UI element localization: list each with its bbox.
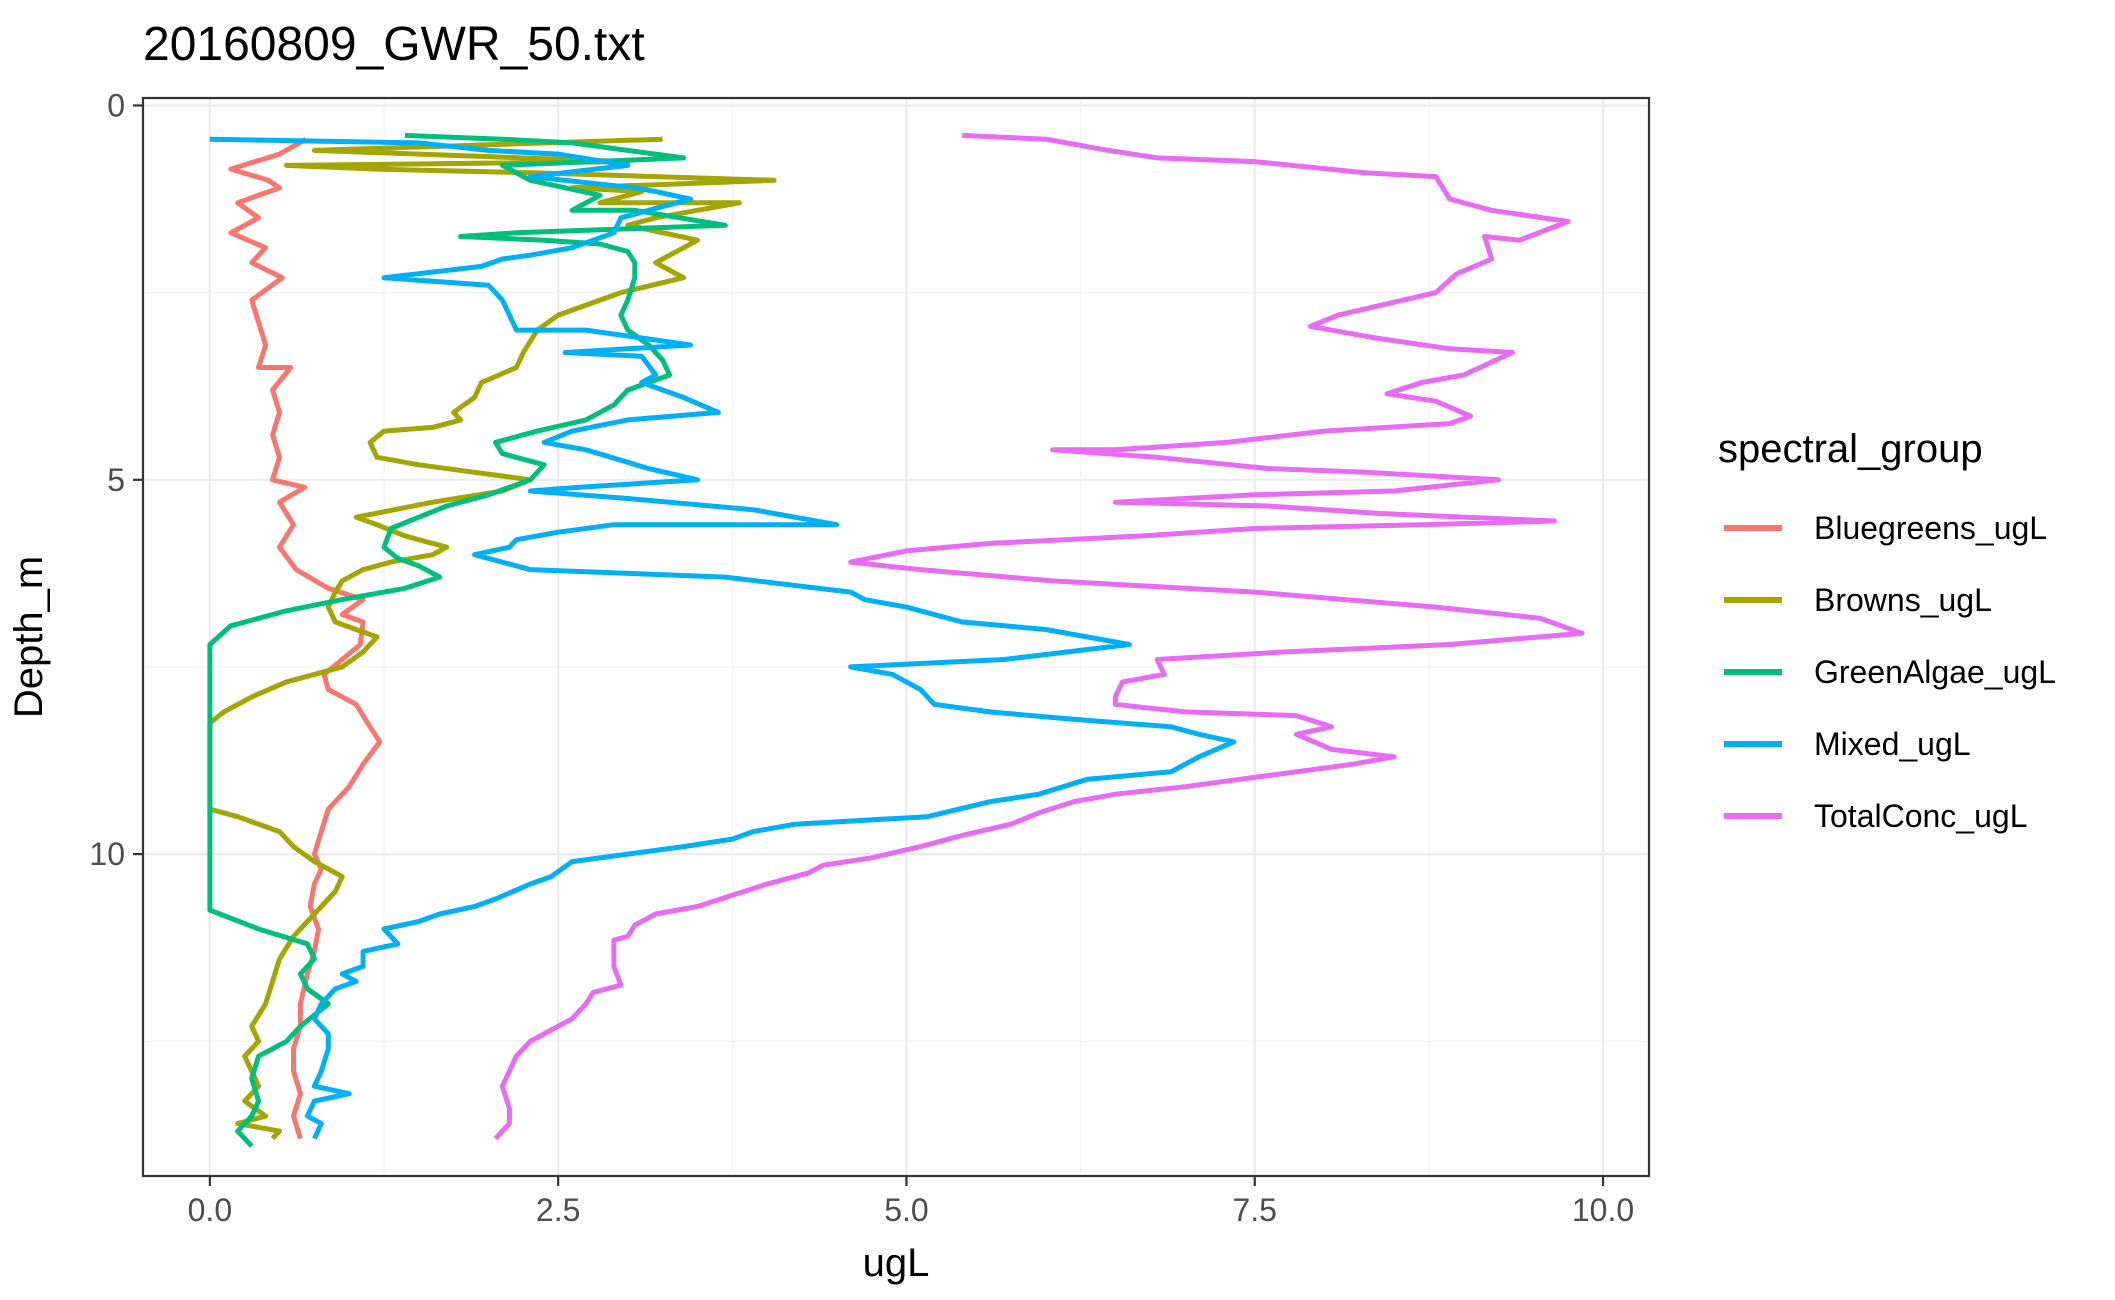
legend-title: spectral_group <box>1718 427 1983 471</box>
plot-panel <box>141 96 1651 1178</box>
legend-label-mixed: Mixed_ugL <box>1814 726 1971 762</box>
legend-label-totalconc: TotalConc_ugL <box>1814 798 2027 834</box>
x-tick-label: 2.5 <box>536 1192 580 1228</box>
chart-title: 20160809_GWR_50.txt <box>143 18 645 71</box>
x-tick-label: 5.0 <box>884 1192 928 1228</box>
panel-background <box>143 98 1649 1176</box>
x-tick-label: 7.5 <box>1232 1192 1276 1228</box>
y-tick-label: 5 <box>107 462 125 498</box>
y-axis: 0 5 10 <box>89 87 143 872</box>
x-tick-label: 10.0 <box>1572 1192 1634 1228</box>
legend-items: Bluegreens_ugL Browns_ugL GreenAlgae_ugL Mi… <box>1724 510 2056 834</box>
y-tick-label: 0 <box>107 87 125 123</box>
series-line-mixed <box>209 136 1237 1140</box>
series-line-totalconc <box>493 132 1585 1141</box>
series-line-bluegreens <box>228 137 383 1140</box>
legend-label-bluegreens: Bluegreens_ugL <box>1814 510 2047 546</box>
series-line-greenalgae <box>207 132 728 1148</box>
legend-label-greenalgae: GreenAlgae_ugL <box>1814 654 2056 690</box>
x-tick-label: 0.0 <box>188 1192 232 1228</box>
series-lines <box>207 132 1585 1148</box>
y-tick-label: 10 <box>89 836 125 872</box>
legend: spectral_group Bluegreens_ugL Browns_ugL G… <box>1718 427 2056 834</box>
panel-border <box>141 96 1651 1178</box>
x-axis-title: ugL <box>863 1241 930 1285</box>
legend-label-browns: Browns_ugL <box>1814 582 1992 618</box>
x-axis: 0.0 2.5 5.0 7.5 10.0 <box>188 1176 1634 1228</box>
series-line-browns <box>207 136 777 1141</box>
y-axis-title: Depth_m <box>7 556 51 718</box>
